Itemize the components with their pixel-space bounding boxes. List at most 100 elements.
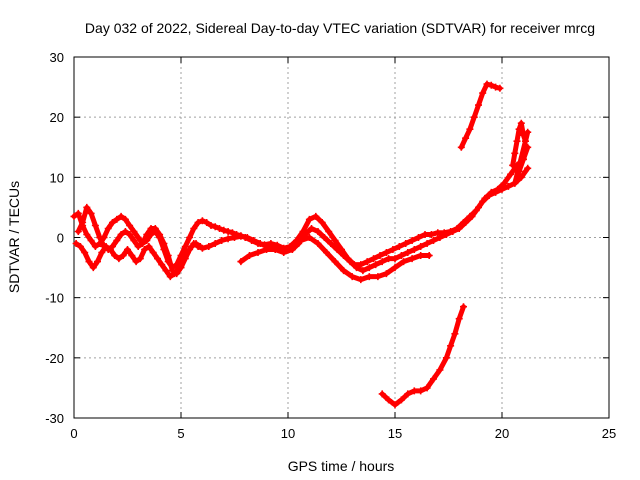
y-tick-label: -20 — [45, 351, 64, 366]
data-point — [211, 223, 219, 231]
data-point — [410, 387, 418, 395]
data-point — [126, 222, 134, 229]
data-point — [479, 89, 487, 97]
data-point — [192, 240, 200, 247]
data-point — [111, 252, 119, 259]
series-low-arc — [378, 303, 467, 409]
data-point — [162, 267, 170, 275]
data-point — [119, 252, 127, 259]
data-point — [104, 225, 112, 232]
data-point — [81, 249, 89, 256]
data-point — [404, 390, 412, 398]
series-high-arc — [457, 80, 504, 151]
data-point — [216, 225, 223, 232]
series-track-d — [237, 234, 433, 284]
data-point — [402, 240, 410, 247]
data-point — [237, 232, 245, 240]
data-point — [513, 137, 521, 145]
series-track-c — [72, 240, 204, 281]
data-point — [391, 264, 399, 272]
data-point — [457, 143, 465, 151]
data-point — [218, 237, 226, 244]
data-point — [363, 258, 371, 266]
data-point — [305, 215, 313, 223]
data-point — [224, 228, 232, 235]
data-point — [158, 261, 166, 269]
data-point — [113, 237, 121, 244]
data-point — [507, 170, 515, 178]
data-point — [246, 252, 253, 259]
data-point — [340, 267, 348, 275]
data-point — [130, 228, 138, 235]
data-point — [372, 261, 380, 269]
data-points — [70, 80, 532, 409]
data-point — [79, 219, 87, 226]
data-point — [370, 255, 378, 263]
data-point — [442, 231, 450, 238]
data-point — [188, 243, 196, 250]
data-point — [318, 219, 326, 226]
data-point — [365, 264, 373, 272]
data-point — [331, 237, 339, 244]
data-point — [83, 203, 91, 211]
data-point — [124, 246, 131, 253]
data-point — [117, 231, 125, 238]
data-point — [312, 212, 320, 220]
data-point — [102, 243, 110, 250]
data-point — [181, 243, 189, 250]
y-tick-label: 20 — [50, 110, 64, 125]
data-point — [280, 249, 288, 256]
data-point — [331, 258, 339, 266]
data-point — [524, 128, 532, 136]
x-tick-label: 15 — [388, 426, 402, 441]
data-point — [455, 225, 463, 232]
data-point — [434, 229, 442, 237]
data-point — [160, 240, 168, 247]
data-point — [359, 267, 367, 275]
data-point — [74, 228, 82, 235]
data-point — [483, 80, 491, 88]
data-point — [164, 252, 172, 259]
data-point — [391, 401, 399, 409]
data-point — [327, 240, 335, 247]
data-point — [389, 246, 397, 253]
data-point — [91, 222, 99, 229]
data-point — [378, 258, 386, 266]
data-point — [207, 222, 215, 229]
data-point — [466, 125, 474, 133]
data-point — [365, 273, 373, 281]
data-point — [186, 234, 194, 241]
data-point — [237, 258, 245, 266]
data-point — [143, 231, 151, 238]
data-point — [211, 240, 219, 247]
data-point — [348, 273, 356, 281]
data-point — [415, 234, 422, 241]
data-point — [376, 252, 384, 259]
data-point — [524, 164, 532, 172]
data-point — [524, 143, 532, 151]
data-point — [487, 188, 495, 196]
data-point — [455, 315, 463, 323]
data-point — [421, 231, 429, 238]
data-point — [442, 354, 450, 362]
data-point — [263, 246, 271, 253]
data-point — [183, 249, 191, 256]
data-point — [228, 229, 236, 237]
series-right-spikes — [509, 119, 532, 187]
data-point — [132, 258, 140, 266]
data-point — [171, 270, 179, 278]
chart-title: Day 032 of 2022, Sidereal Day-to-day VTE… — [85, 20, 595, 36]
data-point — [308, 225, 315, 232]
series-trail — [75, 156, 526, 277]
data-point — [297, 237, 305, 244]
data-point — [447, 342, 455, 350]
data-point — [357, 276, 365, 284]
data-point — [423, 384, 431, 392]
data-point — [417, 252, 425, 259]
data-point — [175, 264, 183, 272]
data-point — [374, 273, 382, 281]
data-point — [254, 249, 262, 256]
data-point — [70, 212, 78, 220]
data-point — [134, 234, 142, 241]
data-point — [425, 252, 433, 259]
